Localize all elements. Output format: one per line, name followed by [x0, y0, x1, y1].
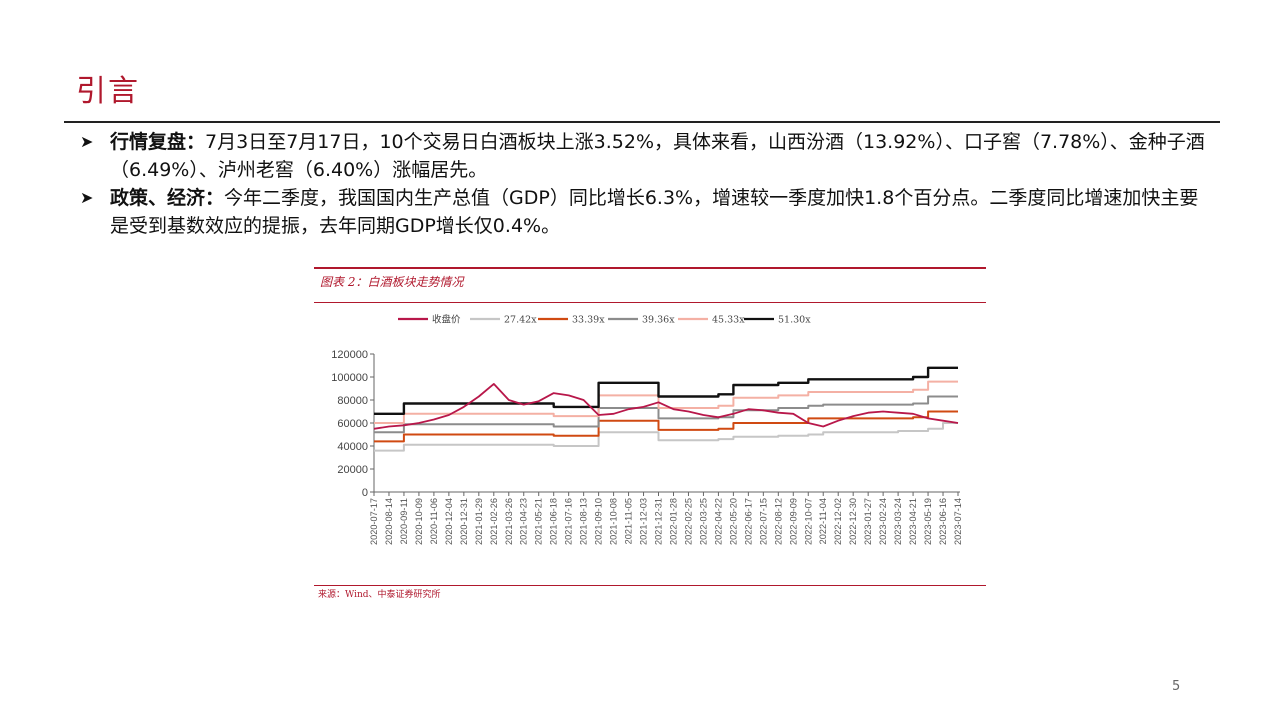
x-tick-label: 2022-04-22 [713, 498, 723, 545]
series-line [373, 383, 959, 430]
bullet-label: 政策、经济： [110, 187, 225, 209]
x-tick-label: 2022-08-12 [773, 498, 783, 545]
x-tick-label: 2021-08-13 [579, 498, 589, 545]
series-line [374, 410, 958, 443]
x-tick-label: 2022-09-09 [788, 498, 798, 545]
series-line [374, 422, 958, 452]
arrow-bullet-icon: ➤ [80, 188, 94, 207]
line-chart: 收盘价 27.42x 33.39x 39.36x 45.33x 51.30x 0 20000 4… [331, 314, 963, 546]
x-tick-label: 2023-03-24 [893, 498, 903, 545]
y-tick-label: 0 [362, 487, 368, 499]
x-tick-label: 2022-06-17 [743, 498, 753, 545]
x-tick-label: 2021-09-10 [594, 498, 604, 545]
x-tick-label: 2023-06-16 [938, 498, 948, 545]
chart-title: 图表 2：白酒板块走势情况 [320, 275, 464, 289]
x-tick-label: 2023-02-24 [878, 498, 888, 545]
x-tick-label: 2021-06-18 [549, 498, 559, 545]
chart-title-rule [314, 302, 986, 303]
x-tick-label: 2022-05-20 [728, 498, 738, 545]
x-tick-label: 2023-07-14 [953, 498, 963, 545]
x-tick-label: 2022-11-04 [818, 498, 828, 544]
x-tick-label: 2020-12-31 [459, 498, 469, 545]
x-tick-label: 2021-10-08 [609, 498, 619, 545]
chart-figure: 图表 2：白酒板块走势情况 收盘价 27.42x 33.39x 39.36x 45.33… [314, 266, 986, 606]
y-tick-label: 80000 [337, 395, 368, 407]
x-tick-label: 2021-05-21 [534, 498, 544, 545]
x-tick-label: 2022-12-30 [848, 498, 858, 545]
arrow-bullet-icon: ➤ [80, 132, 94, 151]
x-tick-label: 2023-01-27 [863, 498, 873, 545]
chart-source: 来源：Wind、中泰证券研究所 [318, 590, 441, 600]
x-tick-label: 2021-11-05 [624, 498, 634, 544]
source-rule [314, 585, 986, 586]
x-tick-label: 2020-09-11 [399, 498, 409, 544]
x-tick-label: 2021-12-03 [639, 498, 649, 545]
x-tick-label: 2022-10-07 [803, 498, 813, 545]
x-tick-label: 2021-02-26 [489, 498, 499, 545]
x-tick-label: 2021-12-31 [654, 498, 664, 545]
chart-top-rule [314, 267, 986, 269]
legend-label: 收盘价 [432, 314, 461, 326]
series-line [374, 380, 958, 424]
x-tick-label: 2022-12-02 [833, 498, 843, 545]
x-tick-label: 2022-07-15 [758, 498, 768, 545]
y-tick-label: 20000 [337, 464, 368, 476]
bullet-text: 今年二季度，我国国内生产总值（GDP）同比增长6.3%，增速较一季度加快1.8个… [110, 187, 1199, 237]
x-tick-label: 2022-03-25 [698, 498, 708, 545]
x-tick-label: 2021-04-23 [519, 498, 529, 545]
series-line [374, 366, 958, 415]
x-tick-label: 2021-01-29 [474, 498, 484, 545]
y-tick-label: 40000 [337, 441, 368, 453]
y-tick-label: 100000 [331, 372, 368, 384]
legend-label: 39.36x [642, 315, 675, 326]
x-tick-label: 2020-11-06 [429, 498, 439, 544]
page-number: 5 [1172, 679, 1181, 694]
x-tick-label: 2020-08-14 [384, 498, 394, 545]
x-tick-label: 2022-01-28 [668, 498, 678, 545]
x-tick-label: 2023-04-21 [908, 498, 918, 545]
legend-label: 33.39x [572, 315, 605, 326]
x-tick-label: 2020-07-17 [369, 498, 379, 545]
bullet-text: 7月3日至7月17日，10个交易日白酒板块上涨3.52%，具体来看，山西汾酒（1… [110, 131, 1205, 181]
bullet-label: 行情复盘： [110, 131, 206, 153]
y-tick-label: 60000 [337, 418, 368, 430]
bullet-market-review: ➤ 行情复盘：7月3日至7月17日，10个交易日白酒板块上涨3.52%，具体来看… [76, 128, 1206, 184]
legend-label: 45.33x [712, 315, 745, 326]
title-divider [64, 121, 1220, 123]
series-line [374, 395, 958, 434]
x-tick-label: 2023-05-19 [923, 498, 933, 545]
y-tick-label: 120000 [331, 349, 368, 361]
slide-title: 引言 [76, 74, 140, 109]
x-tick-label: 2022-02-25 [683, 498, 693, 545]
x-tick-label: 2021-07-16 [564, 498, 574, 545]
x-tick-label: 2021-03-26 [504, 498, 514, 545]
bullet-policy-economy: ➤ 政策、经济：今年二季度，我国国内生产总值（GDP）同比增长6.3%，增速较一… [76, 184, 1206, 240]
legend-label: 51.30x [778, 315, 811, 326]
legend-label: 27.42x [504, 315, 537, 326]
bullet-list: ➤ 行情复盘：7月3日至7月17日，10个交易日白酒板块上涨3.52%，具体来看… [76, 128, 1206, 240]
x-tick-label: 2020-12-04 [444, 498, 454, 545]
x-tick-label: 2020-10-09 [414, 498, 424, 545]
